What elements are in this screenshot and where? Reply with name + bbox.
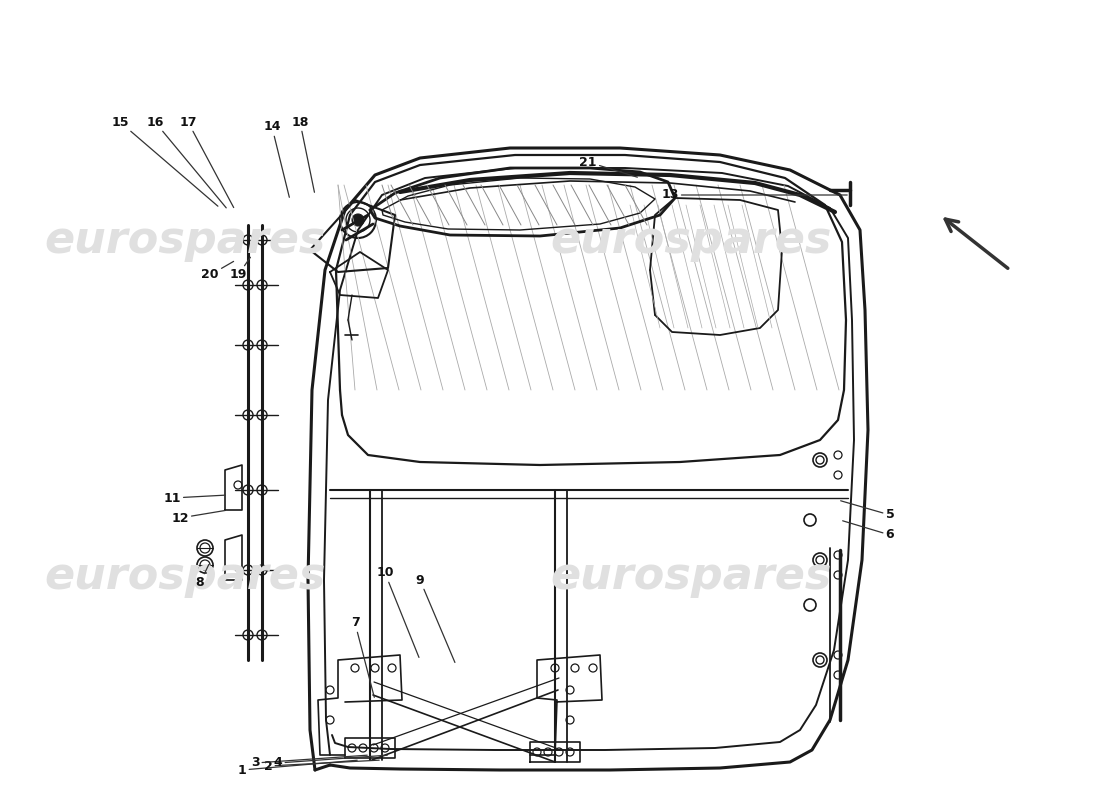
Text: 12: 12 [172, 510, 225, 525]
Text: 18: 18 [292, 115, 315, 192]
Text: 5: 5 [840, 501, 894, 522]
Text: 16: 16 [146, 115, 227, 208]
Text: 3: 3 [251, 755, 367, 770]
Text: 4: 4 [274, 755, 387, 770]
Text: 11: 11 [163, 491, 225, 505]
Text: eurospares: eurospares [44, 554, 326, 598]
Text: 13: 13 [661, 189, 847, 202]
Text: 17: 17 [179, 115, 233, 207]
Text: 10: 10 [376, 566, 419, 658]
Text: 14: 14 [263, 121, 289, 198]
Text: 19: 19 [229, 258, 251, 282]
Text: 6: 6 [843, 521, 894, 542]
Text: 7: 7 [351, 617, 374, 698]
Text: eurospares: eurospares [44, 218, 326, 262]
Text: eurospares: eurospares [550, 218, 832, 262]
Text: 20: 20 [201, 262, 233, 282]
Text: 2: 2 [264, 759, 380, 773]
Text: 8: 8 [196, 565, 209, 590]
Text: 9: 9 [416, 574, 455, 662]
Text: 15: 15 [111, 115, 218, 206]
Text: 1: 1 [238, 760, 358, 777]
Circle shape [352, 214, 364, 226]
Text: eurospares: eurospares [550, 554, 832, 598]
Text: 21: 21 [580, 155, 637, 177]
